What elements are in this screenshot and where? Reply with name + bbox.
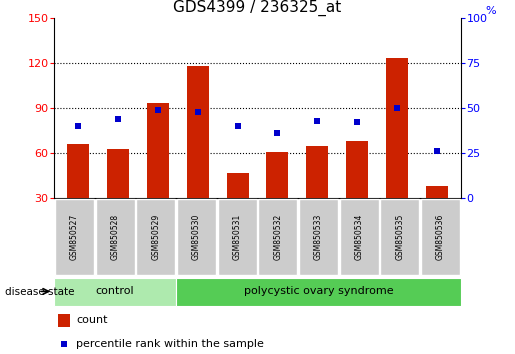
- Bar: [177, 199, 216, 275]
- Bar: [346, 141, 368, 198]
- Title: GDS4399 / 236325_at: GDS4399 / 236325_at: [174, 0, 341, 16]
- Text: GSM850530: GSM850530: [192, 214, 201, 261]
- Point: [194, 109, 202, 114]
- Point: [153, 107, 162, 113]
- Bar: [266, 152, 288, 198]
- Bar: [227, 173, 249, 198]
- Bar: [421, 199, 460, 275]
- Point: [313, 118, 321, 124]
- Bar: [299, 199, 338, 275]
- Text: GSM850528: GSM850528: [111, 214, 119, 260]
- Bar: [426, 186, 448, 198]
- Point: [393, 105, 401, 111]
- Bar: [67, 144, 89, 198]
- Text: count: count: [76, 315, 108, 325]
- Bar: [136, 199, 175, 275]
- Bar: [176, 278, 461, 306]
- Point: [74, 123, 82, 129]
- Bar: [381, 199, 419, 275]
- Bar: [340, 199, 379, 275]
- Point: [233, 123, 242, 129]
- Bar: [58, 314, 70, 327]
- Text: GSM850531: GSM850531: [233, 214, 242, 260]
- Point: [433, 148, 441, 154]
- Bar: [55, 199, 94, 275]
- Text: percentile rank within the sample: percentile rank within the sample: [76, 339, 264, 349]
- Text: GSM850527: GSM850527: [70, 214, 79, 260]
- Text: GSM850536: GSM850536: [436, 214, 445, 261]
- Text: disease state: disease state: [5, 287, 75, 297]
- Bar: [386, 58, 408, 198]
- Text: GSM850535: GSM850535: [396, 214, 404, 261]
- Text: GSM850533: GSM850533: [314, 214, 323, 261]
- Bar: [259, 199, 297, 275]
- Bar: [187, 66, 209, 198]
- Text: %: %: [485, 6, 496, 16]
- Text: GSM850529: GSM850529: [151, 214, 160, 260]
- Bar: [306, 145, 328, 198]
- Text: GSM850534: GSM850534: [355, 214, 364, 261]
- Point: [114, 116, 122, 122]
- Bar: [54, 278, 176, 306]
- Text: GSM850532: GSM850532: [273, 214, 282, 260]
- Point: [273, 130, 282, 136]
- Point: [353, 120, 362, 125]
- Bar: [107, 149, 129, 198]
- Bar: [96, 199, 134, 275]
- Text: control: control: [96, 286, 134, 296]
- Bar: [147, 103, 169, 198]
- Bar: [218, 199, 256, 275]
- Point: [60, 341, 68, 347]
- Text: polycystic ovary syndrome: polycystic ovary syndrome: [244, 286, 393, 296]
